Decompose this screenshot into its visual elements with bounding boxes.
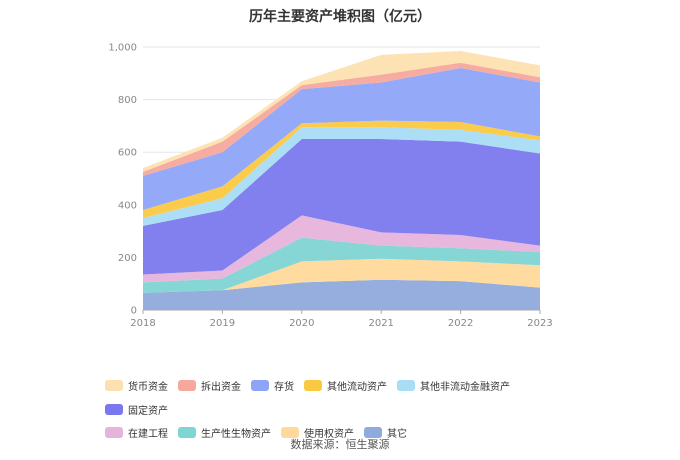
x-tick-label: 2023	[527, 318, 552, 329]
legend-swatch	[105, 380, 123, 391]
data-source: 数据来源：恒生聚源	[290, 438, 390, 451]
legend-item[interactable]: 其它	[364, 426, 407, 440]
legend-label: 存货	[274, 382, 294, 393]
x-tick-label: 2018	[130, 318, 155, 329]
legend-label: 其他非流动金融资产	[420, 382, 510, 393]
legend-item[interactable]: 货币资金	[105, 379, 168, 393]
legend-item[interactable]: 其他流动资产	[304, 379, 387, 393]
legend: 货币资金 拆出资金 存货 其他流动资产 其他非流动金融资产固定资产在建工程 生产性生物资产…	[105, 376, 585, 447]
legend-label: 固定资产	[128, 405, 168, 417]
y-tick-label: 1,000	[108, 43, 137, 54]
legend-item[interactable]: 使用权资产	[281, 426, 354, 440]
area-series-其他非流动金融资产	[143, 127, 540, 226]
area-series-使用权资产	[143, 258, 540, 293]
legend-swatch	[251, 380, 269, 391]
legend-swatch	[178, 427, 196, 438]
legend-swatch	[304, 380, 322, 391]
area-series-拆出资金	[143, 62, 540, 176]
y-tick-label: 0	[131, 306, 137, 317]
legend-label: 货币资金	[128, 382, 168, 393]
legend-label: 使用权资产	[304, 429, 354, 440]
legend-swatch	[105, 403, 123, 415]
chart-title: 历年主要资产堆积图（亿元）	[249, 9, 431, 25]
legend-label: 拆出资金	[201, 382, 241, 393]
legend-item[interactable]: 其他非流动金融资产	[397, 379, 510, 393]
legend-swatch	[178, 380, 196, 391]
legend-swatch	[364, 427, 382, 438]
legend-label: 其他流动资产	[327, 382, 387, 393]
legend-swatch	[281, 427, 299, 438]
y-tick-label: 600	[118, 148, 137, 159]
y-tick-label: 800	[118, 95, 137, 106]
x-tick-label: 2019	[210, 318, 235, 329]
x-tick-label: 2021	[368, 318, 393, 329]
legend-item[interactable]: 固定资产	[105, 402, 168, 417]
area-series-在建工程	[143, 215, 540, 283]
area-series-固定资产	[143, 139, 540, 275]
legend-label: 生产性生物资产	[201, 429, 271, 440]
legend-item[interactable]: 在建工程	[105, 426, 168, 440]
legend-item[interactable]: 生产性生物资产	[178, 426, 271, 440]
x-tick-label: 2020	[289, 318, 314, 329]
area-series-存货	[143, 68, 540, 211]
area-series-其它	[143, 279, 540, 310]
x-tick-label: 2022	[448, 318, 473, 329]
legend-label: 在建工程	[128, 429, 168, 440]
area-series-生产性生物资产	[143, 237, 540, 293]
legend-swatch	[105, 427, 123, 438]
legend-item[interactable]: 拆出资金	[178, 379, 241, 393]
y-tick-label: 400	[118, 200, 137, 211]
legend-label: 其它	[387, 429, 407, 440]
legend-swatch	[397, 380, 415, 391]
legend-item[interactable]: 存货	[251, 379, 294, 393]
area-series-货币资金	[143, 50, 540, 172]
y-tick-label: 200	[118, 253, 137, 264]
area-series-其他流动资产	[143, 120, 540, 218]
